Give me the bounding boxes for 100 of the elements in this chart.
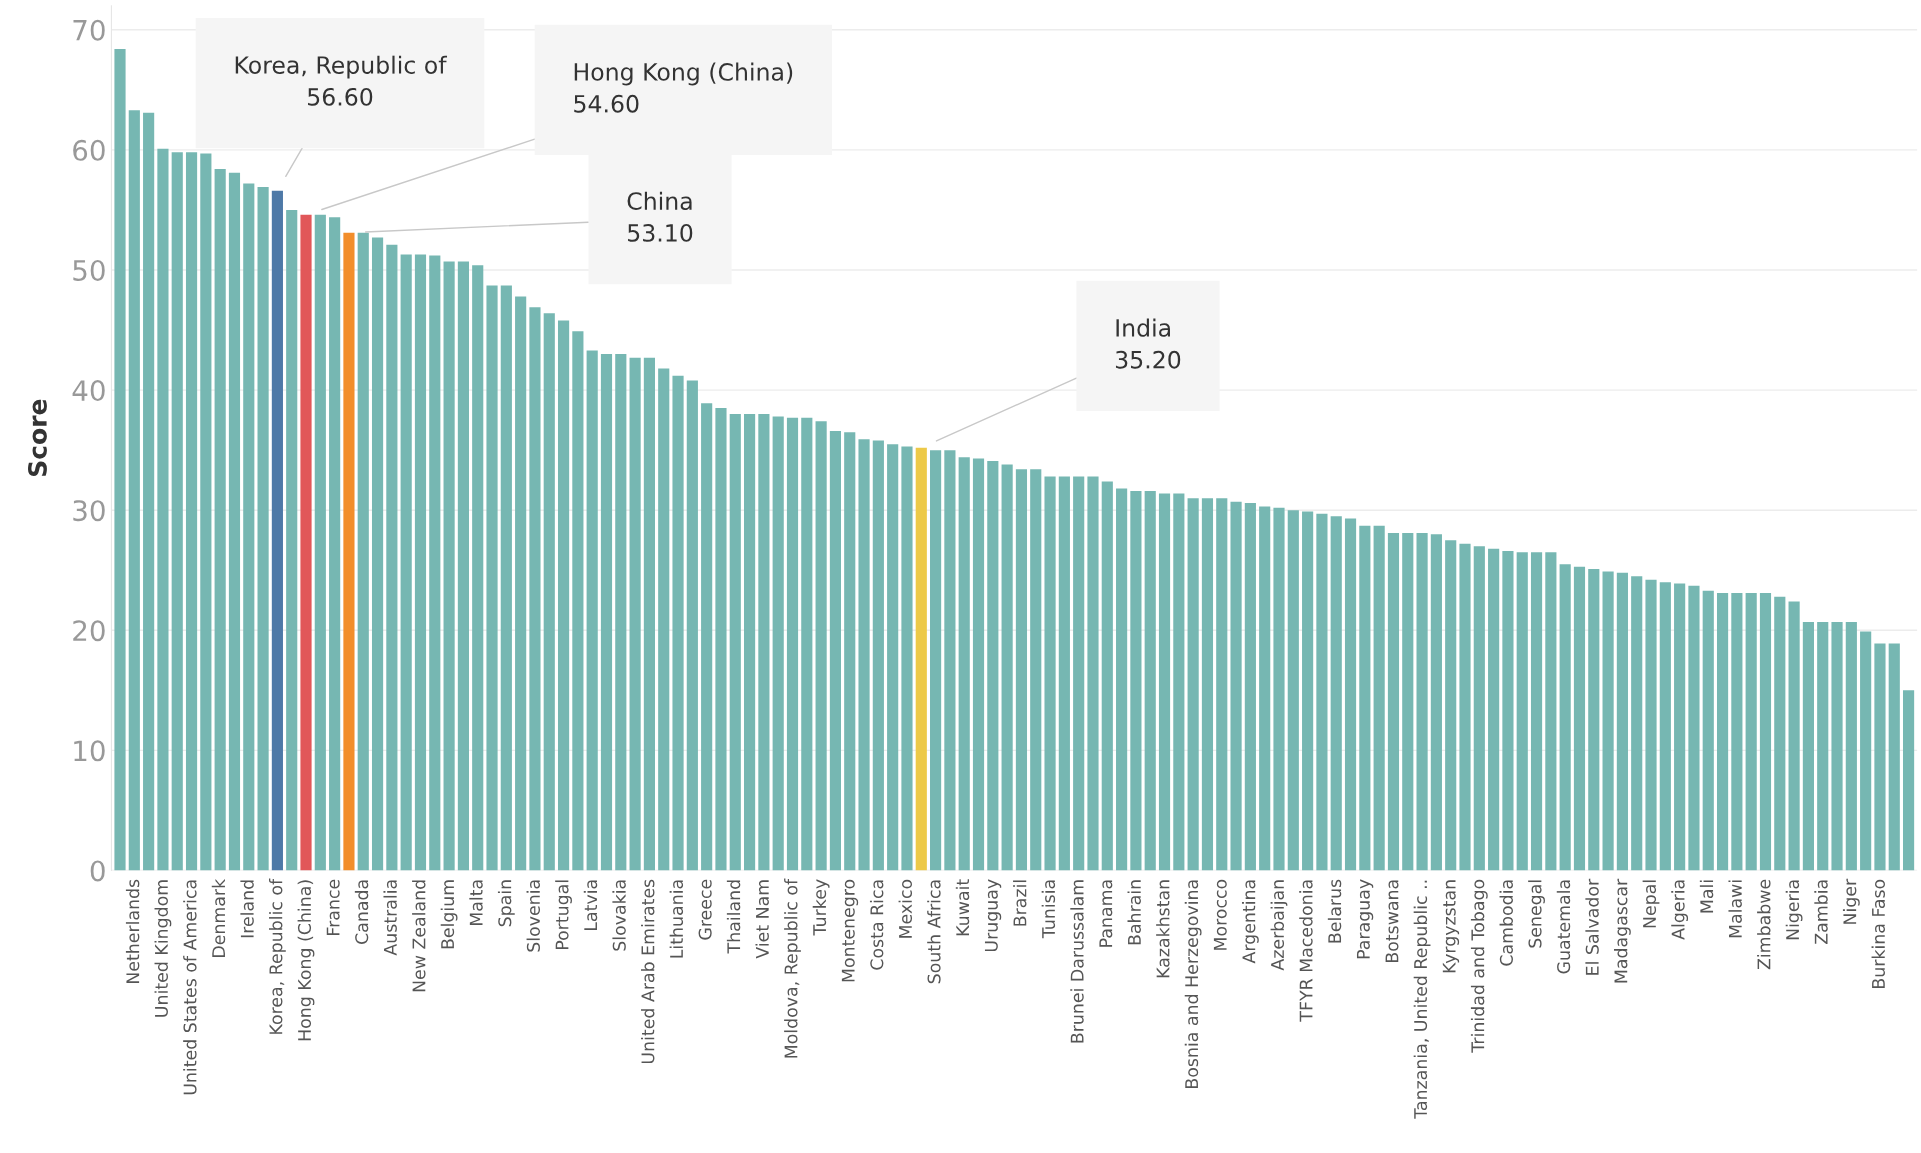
bar	[1573, 566, 1586, 871]
bar	[1473, 546, 1485, 871]
x-tick-label: Malta	[469, 880, 483, 926]
bar	[143, 112, 155, 871]
bar	[271, 190, 283, 871]
bar	[329, 217, 341, 871]
bar	[357, 232, 369, 871]
bar	[371, 237, 384, 871]
bar	[1001, 464, 1013, 871]
bar	[414, 254, 427, 871]
bar	[343, 232, 355, 871]
x-tick-label: Ireland	[240, 880, 254, 938]
x-tick-label: Bosnia and Herzegovina	[1184, 880, 1202, 1088]
bar	[1888, 643, 1900, 871]
x-tick-label: Montenegro	[841, 879, 859, 982]
bar	[1030, 469, 1042, 871]
bar	[1244, 503, 1256, 871]
bar	[1902, 690, 1915, 871]
bar	[400, 254, 412, 871]
x-tick-label: Azerbaijan	[1270, 880, 1288, 971]
x-tick-label: Nigeria	[1785, 880, 1803, 940]
bar	[1344, 518, 1357, 871]
bar	[1330, 516, 1342, 871]
bar	[257, 187, 269, 871]
x-tick-label: Nepal	[1642, 880, 1660, 928]
bar	[543, 313, 555, 871]
bar	[1387, 533, 1400, 871]
x-tick-label: Bahrain	[1127, 880, 1141, 945]
x-tick-label: New Zealand	[412, 880, 426, 992]
bar	[1716, 593, 1729, 871]
bar	[1101, 481, 1113, 871]
bar	[1674, 583, 1686, 871]
bar	[386, 244, 398, 871]
bar	[1073, 476, 1085, 871]
bar	[1359, 525, 1371, 871]
bar	[1774, 596, 1786, 871]
bar	[1688, 585, 1700, 871]
bar	[300, 214, 312, 871]
x-tick-label: Paraguay	[1356, 879, 1374, 959]
bar	[1445, 540, 1457, 871]
bar	[128, 110, 140, 871]
y-tick-label: 40	[72, 380, 105, 402]
bar	[758, 414, 770, 871]
y-tick-label: 70	[73, 19, 105, 41]
bar	[572, 331, 584, 871]
bar	[214, 169, 226, 871]
bar	[157, 148, 169, 871]
bar	[1430, 534, 1442, 871]
x-tick-label: Senegal	[1528, 880, 1545, 948]
bar	[1874, 643, 1886, 871]
annotation: Korea, Republic of 56.60	[235, 55, 448, 106]
x-tick-label: Trinidad and Tobago	[1470, 879, 1488, 1053]
bar	[1158, 493, 1171, 871]
bar	[1173, 493, 1185, 871]
bar	[1287, 510, 1299, 871]
bar	[1273, 507, 1285, 871]
bar	[944, 450, 956, 871]
x-tick-label: Spain	[497, 880, 515, 927]
bar	[1402, 533, 1414, 871]
x-tick-label: United Kingdom	[154, 880, 172, 1017]
bar	[228, 172, 241, 871]
bar	[629, 357, 641, 871]
bar	[786, 417, 799, 871]
bar	[1230, 501, 1242, 871]
x-tick-label: Mali	[1699, 880, 1714, 913]
x-tick-label: Morocco	[1213, 879, 1227, 950]
bar	[200, 153, 212, 871]
bar	[744, 414, 756, 871]
annotation: Hong Kong (China) 54.60	[574, 62, 793, 113]
x-tick-label: Malawi	[1728, 880, 1742, 938]
bar	[958, 457, 970, 871]
bar	[557, 320, 570, 871]
bar	[1802, 621, 1814, 871]
bar	[901, 446, 913, 871]
x-tick-label: Tunisia	[1041, 880, 1056, 939]
bar	[1817, 621, 1829, 871]
x-tick-label: Greece	[698, 879, 712, 940]
bar	[915, 447, 927, 871]
bar	[972, 458, 985, 871]
x-tick-label: Slovakia	[612, 880, 626, 951]
x-tick-label: Zambia	[1814, 880, 1828, 944]
bar	[500, 285, 512, 871]
bar	[1659, 582, 1671, 871]
bar	[1216, 498, 1228, 871]
bar	[1745, 593, 1757, 871]
bar	[1831, 621, 1843, 871]
x-tick-label: Burkina Faso	[1871, 879, 1885, 988]
y-tick-label: 10	[74, 740, 105, 762]
bar	[600, 354, 613, 871]
x-tick-label: Kuwait	[955, 879, 970, 936]
bar	[1530, 552, 1543, 871]
bar	[1631, 576, 1643, 871]
bar	[472, 265, 484, 871]
x-tick-label: Belarus	[1327, 879, 1342, 943]
x-tick-label: Latvia	[583, 880, 598, 930]
annotation: China 53.10	[627, 191, 693, 242]
bar	[1058, 476, 1070, 871]
x-tick-label: Denmark	[211, 878, 226, 957]
x-tick-label: Viet Nam	[755, 880, 769, 959]
x-tick-label: Panama	[1099, 880, 1113, 947]
